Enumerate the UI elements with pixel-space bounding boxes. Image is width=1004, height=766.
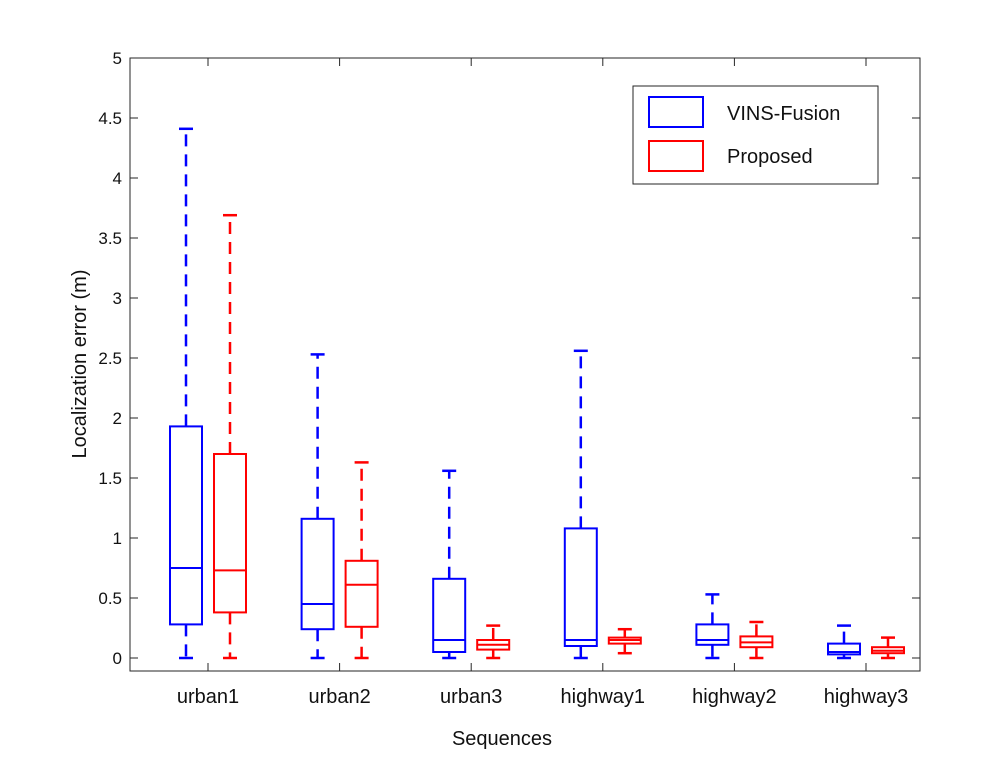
y-tick-label: 3 xyxy=(113,289,122,308)
legend-swatch-vins-fusion xyxy=(648,96,704,128)
box-proposed-highway2 xyxy=(739,620,774,660)
x-tick-label: highway3 xyxy=(824,686,909,708)
y-tick-label: 3.5 xyxy=(98,229,122,248)
box-series xyxy=(169,127,905,660)
iqr-box xyxy=(169,425,203,626)
y-tick-label: 2 xyxy=(113,409,122,428)
legend: VINS-Fusion Proposed xyxy=(632,85,879,185)
iqr-box xyxy=(213,453,247,614)
box-proposed-urban2 xyxy=(344,461,379,660)
iqr-box xyxy=(344,559,379,628)
x-axis: urban1 urban2 urban3 highway1 highway2 highwa… xyxy=(177,58,908,708)
y-tick-label: 4.5 xyxy=(98,109,122,128)
y-tick-label: 2.5 xyxy=(98,349,122,368)
legend-swatch-proposed xyxy=(648,140,704,172)
x-axis-label: Sequences xyxy=(452,728,552,750)
iqr-box xyxy=(300,517,335,631)
y-tick-label: 0.5 xyxy=(98,589,122,608)
box-proposed-urban1 xyxy=(213,213,247,660)
y-tick-label: 5 xyxy=(113,49,122,68)
y-tick-label: 0 xyxy=(113,649,122,668)
iqr-box xyxy=(695,623,730,646)
box-proposed-highway1 xyxy=(607,627,642,655)
box-vins-fusion-urban3 xyxy=(432,469,467,660)
y-tick-label: 4 xyxy=(113,169,122,188)
y-axis-label: Localization error (m) xyxy=(69,270,91,459)
legend-label-proposed: Proposed xyxy=(727,146,813,168)
box-vins-fusion-urban2 xyxy=(300,353,335,660)
iqr-box xyxy=(432,577,467,653)
box-proposed-highway3 xyxy=(871,636,905,660)
iqr-box xyxy=(563,527,598,648)
y-tick-label: 1.5 xyxy=(98,469,122,488)
box-vins-fusion-highway1 xyxy=(563,349,598,660)
iqr-box xyxy=(827,642,861,656)
x-tick-label: urban2 xyxy=(308,686,370,708)
legend-box xyxy=(632,85,879,185)
x-tick-label: urban1 xyxy=(177,686,239,708)
y-tick-label: 1 xyxy=(113,529,122,548)
x-tick-label: urban3 xyxy=(440,686,502,708)
y-axis: 0 0.5 1 1.5 2 2.5 3 3.5 4 4.5 5 xyxy=(98,49,920,668)
x-tick-label: highway2 xyxy=(692,686,777,708)
box-vins-fusion-urban1 xyxy=(169,127,203,660)
box-proposed-urban3 xyxy=(476,624,511,660)
legend-label-vins-fusion: VINS-Fusion xyxy=(727,103,840,125)
box-vins-fusion-highway2 xyxy=(695,593,730,660)
box-vins-fusion-highway3 xyxy=(827,624,861,660)
x-tick-label: highway1 xyxy=(561,686,646,708)
